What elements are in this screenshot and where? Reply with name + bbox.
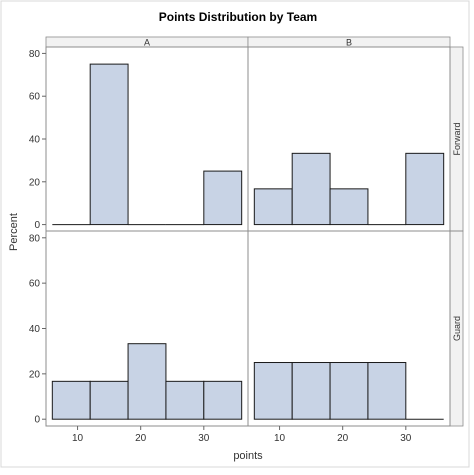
bar — [89, 63, 129, 226]
x-tick-label: 10 — [72, 433, 84, 444]
y-tick-label: 80 — [29, 49, 41, 60]
y-tick-label: 0 — [34, 415, 40, 426]
x-tick-label: 30 — [198, 433, 210, 444]
y-axis-label: Percent — [8, 213, 20, 251]
x-tick-label: 20 — [337, 433, 349, 444]
y-tick-label: 60 — [29, 279, 41, 290]
column-header-label-a: A — [144, 38, 150, 48]
y-tick-label: 40 — [29, 324, 41, 335]
bar — [89, 380, 129, 420]
bar — [253, 188, 293, 226]
x-tick-label: 10 — [274, 433, 286, 444]
bar — [51, 380, 91, 420]
panel-a-forward — [52, 63, 243, 226]
y-tick-label: 40 — [29, 135, 41, 146]
panel-b-guard — [253, 362, 444, 420]
bar — [329, 188, 369, 226]
row-header-label-forward: Forward — [452, 122, 462, 155]
panel-b-forward — [253, 152, 445, 226]
x-tick-label: 30 — [400, 433, 412, 444]
y-tick-label: 60 — [29, 92, 41, 103]
bar — [405, 152, 445, 226]
column-header-label-b: B — [346, 38, 352, 48]
x-tick-label: 20 — [135, 433, 147, 444]
bar — [367, 362, 407, 420]
bar — [291, 152, 331, 226]
bar — [165, 380, 205, 420]
bar — [291, 362, 331, 420]
panel-grid: A B Forward Guard 0 20 40 60 80 0 20 40 60 80 10 20 30 10… — [29, 36, 464, 444]
chart-title: Points Distribution by Team — [159, 10, 317, 24]
bar — [203, 380, 243, 420]
bar — [253, 362, 293, 420]
bar — [203, 170, 243, 226]
y-tick-label: 20 — [29, 177, 41, 188]
row-header-label-guard: Guard — [452, 316, 462, 341]
x-axis-label: points — [233, 450, 263, 462]
y-tick-label: 20 — [29, 369, 41, 380]
bar — [127, 343, 167, 420]
y-tick-label: 80 — [29, 233, 41, 244]
panel-a-guard — [51, 343, 243, 420]
y-tick-label: 0 — [34, 220, 40, 231]
bar — [329, 362, 369, 420]
